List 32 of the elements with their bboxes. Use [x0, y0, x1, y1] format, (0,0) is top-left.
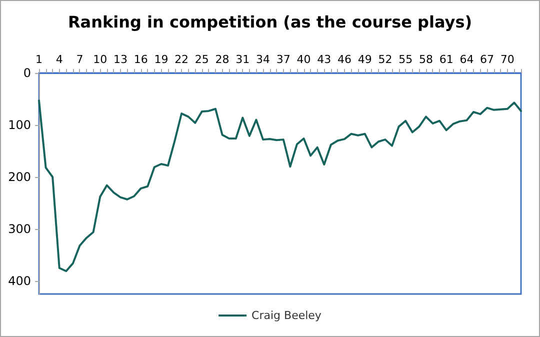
y-tick-label: 300: [8, 222, 31, 236]
x-tick-label: 64: [460, 53, 474, 66]
x-tick-label: 61: [439, 53, 454, 66]
x-tick-label: 43: [317, 53, 332, 66]
x-tick-label: 4: [56, 53, 63, 66]
x-tick-label: 13: [113, 53, 128, 66]
x-tick-label: 40: [296, 53, 311, 66]
x-tick-label: 52: [378, 53, 392, 66]
x-tick-label: 34: [256, 53, 270, 66]
x-tick-label: 28: [215, 53, 230, 66]
x-tick-label: 16: [134, 53, 148, 66]
x-tick-label: 25: [194, 53, 209, 66]
x-tick-label: 58: [418, 53, 433, 66]
x-tick-label: 46: [337, 53, 352, 66]
x-tick-label: 37: [276, 53, 290, 66]
x-tick-label: 49: [358, 53, 372, 66]
x-tick-label: 19: [154, 53, 168, 66]
x-tick-label: 22: [174, 53, 189, 66]
x-tick-label: 10: [93, 53, 108, 66]
x-tick-label: 31: [236, 53, 250, 66]
x-tick-label: 1: [36, 53, 42, 66]
x-tick-label: 67: [480, 53, 494, 66]
x-tick-label: 70: [500, 53, 514, 66]
chart-title: Ranking in competition (as the course plays): [68, 12, 472, 32]
line-series: [38, 100, 522, 272]
y-tick-label: 100: [8, 118, 31, 132]
x-tick-label: 55: [398, 53, 413, 66]
y-tick-label: 200: [8, 170, 31, 184]
y-tick-label: 400: [8, 274, 31, 288]
x-tick-label: 7: [76, 53, 84, 66]
legend-label: Craig Beeley: [252, 309, 322, 322]
y-tick-label: 0: [23, 66, 31, 80]
